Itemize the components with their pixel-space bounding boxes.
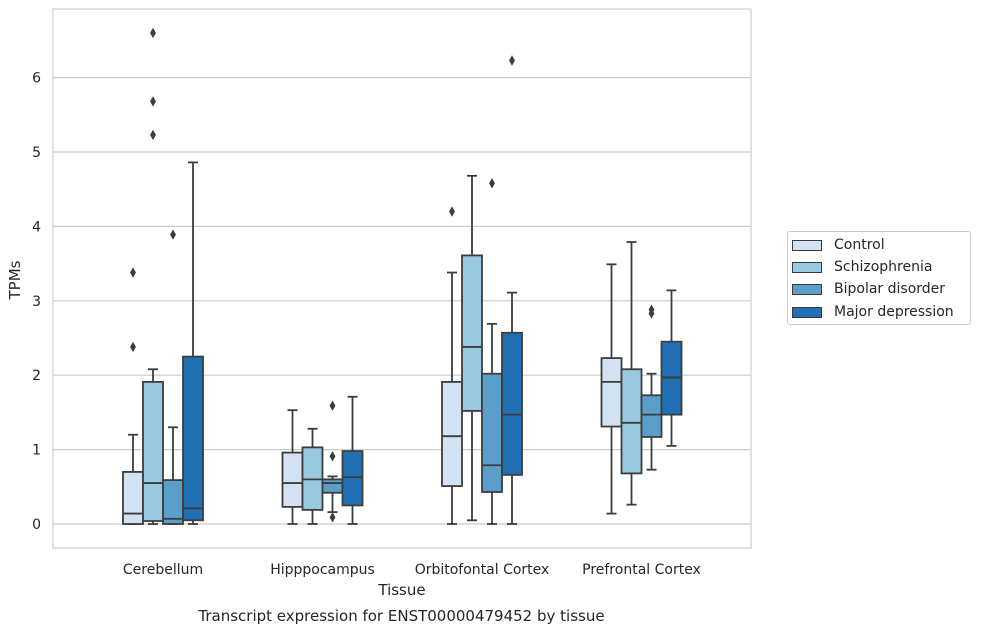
box-iqr bbox=[122, 471, 144, 525]
box-iqr bbox=[441, 380, 463, 487]
legend-item-major-depression: Major depression bbox=[792, 302, 954, 322]
x-axis-label: Tissue bbox=[377, 581, 425, 599]
legend-label-schizophrenia: Schizophrenia bbox=[834, 259, 933, 275]
legend-swatch-schizophrenia bbox=[792, 261, 822, 273]
box-groups bbox=[122, 27, 683, 525]
outlier-point bbox=[329, 400, 336, 411]
box-control bbox=[441, 206, 463, 525]
box-major-depression bbox=[660, 289, 683, 447]
outlier-point bbox=[648, 304, 655, 315]
legend-label-control: Control bbox=[834, 237, 885, 253]
outlier-point bbox=[449, 206, 455, 217]
box-schizophrenia bbox=[142, 27, 164, 525]
x-tick-labels: Cerebellum Hipppocampus Orbitofontal Corte… bbox=[123, 562, 701, 578]
outlier-point bbox=[130, 341, 136, 353]
box-major-depression bbox=[501, 55, 523, 525]
box-iqr bbox=[142, 380, 164, 522]
outlier-point bbox=[329, 512, 336, 523]
y-tick-label: 2 bbox=[32, 368, 41, 384]
x-tick-label: Orbitofontal Cortex bbox=[415, 562, 550, 578]
y-tick-label: 5 bbox=[32, 145, 41, 161]
outlier-point bbox=[150, 96, 156, 107]
y-tick-label: 4 bbox=[32, 219, 41, 235]
outlier-point bbox=[150, 27, 156, 39]
box-iqr bbox=[481, 372, 503, 493]
y-axis-label: TPMs bbox=[6, 260, 24, 300]
box-major-depression bbox=[341, 395, 364, 525]
legend-item-schizophrenia: Schizophrenia bbox=[792, 257, 932, 277]
y-tick-label: 1 bbox=[32, 443, 41, 459]
y-tick-label: 3 bbox=[32, 294, 41, 310]
outlier-point bbox=[329, 451, 336, 462]
y-tick-label: 0 bbox=[32, 517, 41, 533]
box-iqr bbox=[321, 478, 344, 494]
figure-caption: Transcript expression for ENST0000047945… bbox=[198, 607, 605, 625]
outlier-point bbox=[130, 267, 136, 278]
box-bipolar-disorder bbox=[640, 304, 663, 471]
legend-swatch-major-depression bbox=[792, 306, 822, 318]
box-iqr bbox=[461, 254, 483, 412]
box-major-depression bbox=[182, 161, 204, 525]
y-tick-labels: 0 1 2 3 4 5 6 bbox=[32, 71, 41, 533]
box-iqr bbox=[162, 479, 184, 525]
box-iqr bbox=[600, 357, 623, 428]
box-iqr bbox=[281, 451, 304, 508]
legend-swatch-bipolar-disorder bbox=[792, 283, 822, 295]
outlier-point bbox=[170, 229, 176, 240]
box-iqr bbox=[640, 394, 663, 438]
box-schizophrenia bbox=[461, 174, 483, 522]
box-iqr bbox=[620, 368, 643, 475]
legend-swatch-control bbox=[792, 239, 822, 251]
box-iqr bbox=[182, 355, 204, 522]
x-tick-label: Hipppocampus bbox=[270, 562, 375, 578]
box-bipolar-disorder bbox=[162, 229, 184, 525]
box-schizophrenia bbox=[301, 427, 324, 525]
y-tick-label: 6 bbox=[32, 71, 41, 87]
legend: Control Schizophrenia Bipolar disorder M… bbox=[787, 231, 971, 325]
legend-label-bipolar-disorder: Bipolar disorder bbox=[834, 281, 946, 297]
box-iqr bbox=[501, 331, 523, 476]
box-bipolar-disorder bbox=[321, 400, 344, 523]
outlier-point bbox=[489, 178, 495, 189]
box-control bbox=[281, 409, 304, 525]
box-iqr bbox=[341, 450, 364, 507]
legend-label-major-depression: Major depression bbox=[834, 304, 954, 320]
legend-item-bipolar-disorder: Bipolar disorder bbox=[792, 279, 945, 299]
box-control bbox=[122, 267, 144, 525]
x-tick-label: Prefrontal Cortex bbox=[582, 562, 701, 578]
outlier-point bbox=[509, 55, 515, 66]
x-tick-label: Cerebellum bbox=[123, 562, 203, 578]
box-control bbox=[600, 263, 623, 515]
legend-item-control: Control bbox=[792, 235, 885, 255]
outlier-point bbox=[150, 129, 156, 141]
